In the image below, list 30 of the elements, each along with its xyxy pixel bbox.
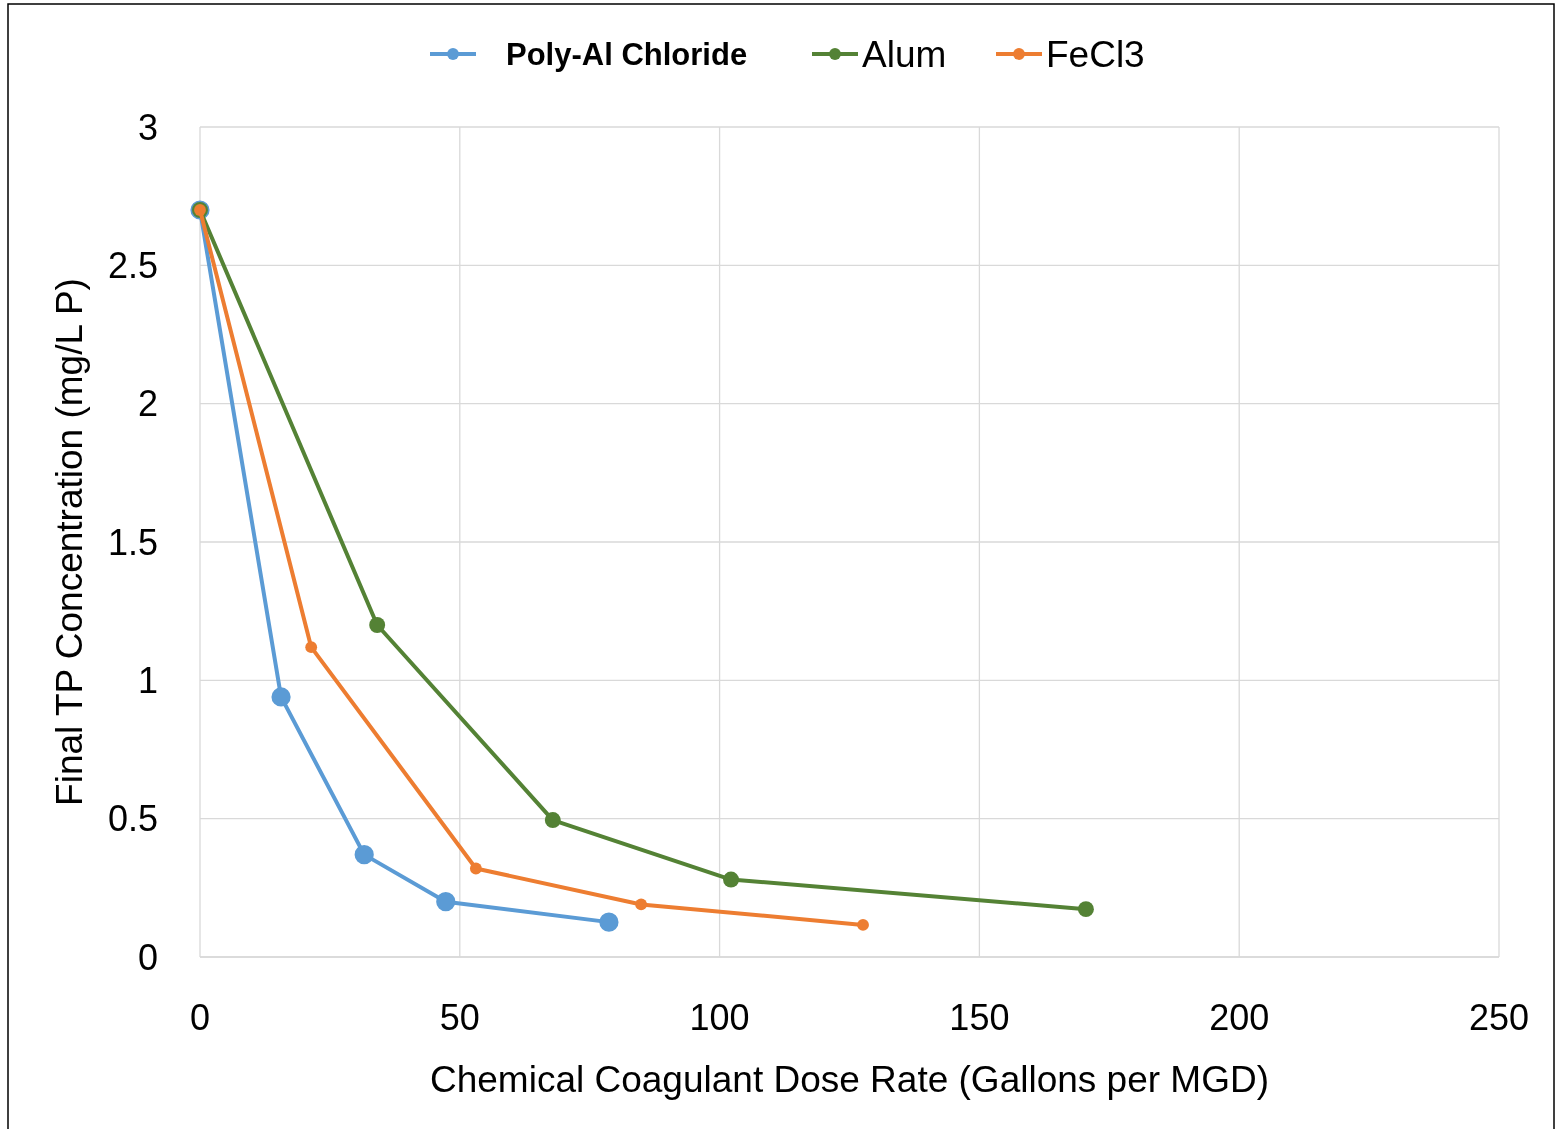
point (1077, 901, 1094, 918)
x-tick-label: 250 (1468, 997, 1530, 1038)
legend-label: Poly-Al Chloride (506, 36, 748, 72)
point (723, 871, 740, 888)
y-tick-label: 2.5 (107, 244, 158, 286)
y-axis-title: Final TP Concentration (mg/L P) (49, 278, 90, 806)
point (305, 641, 318, 654)
point (544, 812, 561, 829)
point (354, 845, 374, 865)
point (857, 919, 869, 931)
point (599, 912, 619, 932)
x-tick-label: 150 (949, 997, 1010, 1038)
x-tick-label: 200 (1209, 997, 1270, 1038)
point (369, 617, 386, 633)
x-tick-label: 100 (689, 997, 750, 1038)
y-tick-label: 1 (137, 659, 158, 701)
x-tick-label: 0 (189, 997, 211, 1038)
y-tick-label: 1.5 (107, 521, 158, 563)
legend-label: FeCl3 (1046, 33, 1145, 75)
legend-label: Alum (862, 33, 947, 75)
point (436, 892, 456, 912)
y-tick-label: 2 (137, 383, 158, 425)
point (635, 898, 648, 911)
point (271, 687, 291, 707)
point (469, 862, 482, 875)
y-tick-label: 3 (137, 106, 158, 148)
x-tick-label: 50 (439, 997, 480, 1038)
y-tick-label: 0 (137, 936, 158, 978)
x-axis-title: Chemical Coagulant Dose Rate (Gallons per MGD) (429, 1059, 1270, 1100)
y-tick-label: 0.5 (107, 798, 158, 840)
